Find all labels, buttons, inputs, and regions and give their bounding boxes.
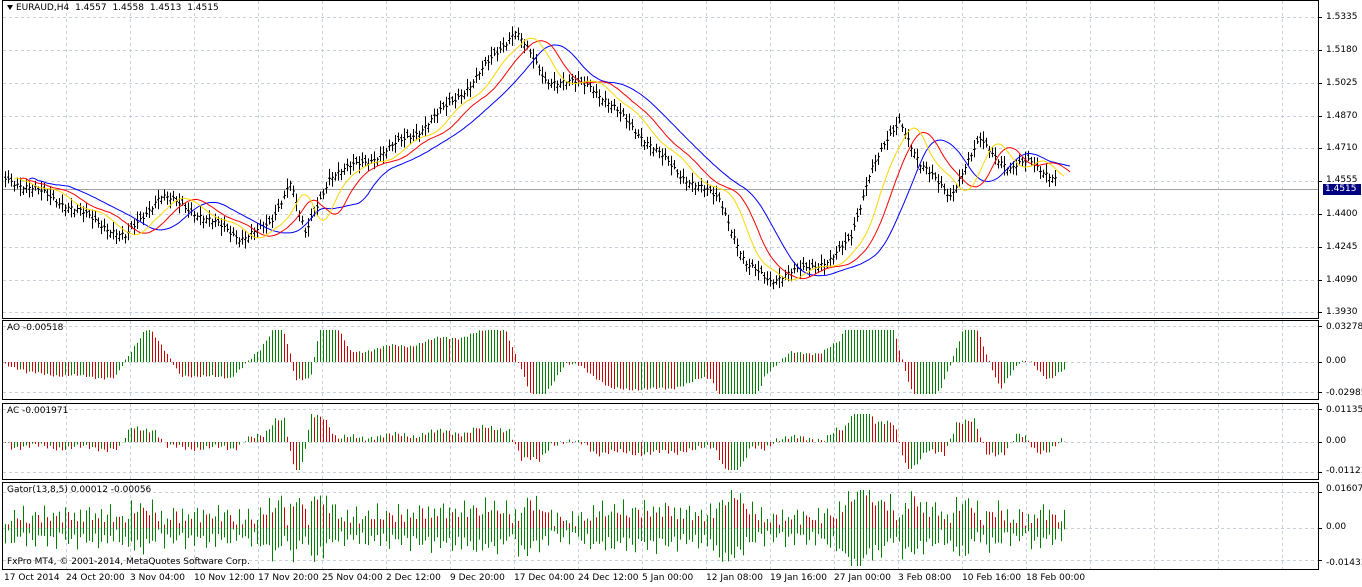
time-axis-label: 5 Jan 00:00 xyxy=(642,573,694,583)
time-axis-label: 24 Oct 20:00 xyxy=(66,573,125,583)
time-axis-label: 9 Dec 20:00 xyxy=(450,573,505,583)
price-axis-label: 1.5180 xyxy=(1326,45,1358,55)
time-axis-label: 25 Nov 04:00 xyxy=(322,573,383,583)
price-axis-label: 1.3930 xyxy=(1326,307,1358,317)
price-axis-label: 1.4870 xyxy=(1326,111,1358,121)
ac-scale-label: -0.01123 xyxy=(1326,466,1362,476)
price-axis-label: 1.4245 xyxy=(1326,242,1358,252)
time-axis-label: 24 Dec 12:00 xyxy=(578,573,639,583)
time-axis-label: 3 Nov 04:00 xyxy=(130,573,185,583)
open-price: 1.4557 xyxy=(75,3,107,13)
time-axis-label: 18 Feb 00:00 xyxy=(1026,573,1086,583)
pane-border xyxy=(2,403,1319,480)
time-axis-label: 2 Dec 12:00 xyxy=(386,573,441,583)
gator-histogram[interactable] xyxy=(0,482,1362,570)
time-axis-label: 17 Oct 2014 xyxy=(4,573,60,583)
symbol-info: EURAUD,H4 1.4557 1.4558 1.4513 1.4515 xyxy=(7,3,222,13)
time-axis-label: 17 Dec 04:00 xyxy=(514,573,575,583)
dropdown-triangle-icon[interactable] xyxy=(7,4,13,10)
pane-border xyxy=(2,482,1319,570)
time-axis-label: 10 Feb 16:00 xyxy=(962,573,1022,583)
alligator-teeth-line xyxy=(19,40,1071,280)
ac-label: AC -0.001971 xyxy=(7,406,69,416)
pane-border xyxy=(2,0,1319,319)
price-axis-label: 1.4400 xyxy=(1326,209,1358,219)
price-chart[interactable] xyxy=(0,0,1362,319)
high-price: 1.4558 xyxy=(112,3,144,13)
current-price-tag: 1.4515 xyxy=(1323,184,1361,195)
ac-scale-label: 0.00 xyxy=(1326,436,1347,446)
low-price: 1.4513 xyxy=(149,3,182,13)
price-axis-label: 1.5335 xyxy=(1326,12,1358,22)
alligator-jaw-line xyxy=(28,44,1071,277)
price-axis-label: 1.4710 xyxy=(1326,143,1358,153)
price-axis-label: 1.4555 xyxy=(1326,175,1358,185)
time-axis-label: 19 Jan 16:00 xyxy=(770,573,827,583)
symbol-name: EURAUD,H4 xyxy=(16,3,70,13)
alligator-lips-line xyxy=(13,37,1065,281)
ac-histogram[interactable] xyxy=(0,403,1362,480)
ac-scale-label: 0.01135 xyxy=(1326,405,1362,415)
time-axis-label: 17 Nov 20:00 xyxy=(258,573,319,583)
copyright-text: FxPro MT4, © 2001-2014, MetaQuotes Softw… xyxy=(7,557,250,567)
ao-histogram[interactable] xyxy=(0,320,1362,400)
pane-border xyxy=(2,320,1319,400)
time-axis-label: 12 Jan 08:00 xyxy=(706,573,763,583)
ao-scale-label: -0.02985 xyxy=(1326,388,1362,398)
time-axis-label: 3 Feb 08:00 xyxy=(898,573,952,583)
ao-scale-label: 0.03278 xyxy=(1326,322,1362,332)
ac-indicator-pane[interactable]: AC -0.001971 0.01135 0.00 -0.01123 xyxy=(0,403,1362,480)
time-axis-label: 27 Jan 00:00 xyxy=(834,573,891,583)
time-axis-label: 10 Nov 12:00 xyxy=(194,573,255,583)
gator-label: Gator(13,8,5) 0.00012 -0.00056 xyxy=(7,485,152,495)
price-axis-label: 1.5025 xyxy=(1326,78,1358,88)
ao-indicator-pane[interactable]: AO -0.00518 0.03278 0.00 -0.02985 xyxy=(0,320,1362,400)
gator-scale-label: 0.00 xyxy=(1326,522,1347,532)
ao-scale-label: 0.00 xyxy=(1326,356,1347,366)
gator-scale-label: 0.01607 xyxy=(1326,484,1362,494)
price-chart-pane[interactable]: EURAUD,H4 1.4557 1.4558 1.4513 1.4515 1.… xyxy=(0,0,1362,319)
price-axis-label: 1.4090 xyxy=(1326,275,1358,285)
gator-scale-label: -0.01433 xyxy=(1326,558,1362,568)
close-price: 1.4515 xyxy=(187,3,219,13)
ao-label: AO -0.00518 xyxy=(7,323,64,333)
gator-indicator-pane[interactable]: Gator(13,8,5) 0.00012 -0.00056 0.01607 0… xyxy=(0,482,1362,570)
